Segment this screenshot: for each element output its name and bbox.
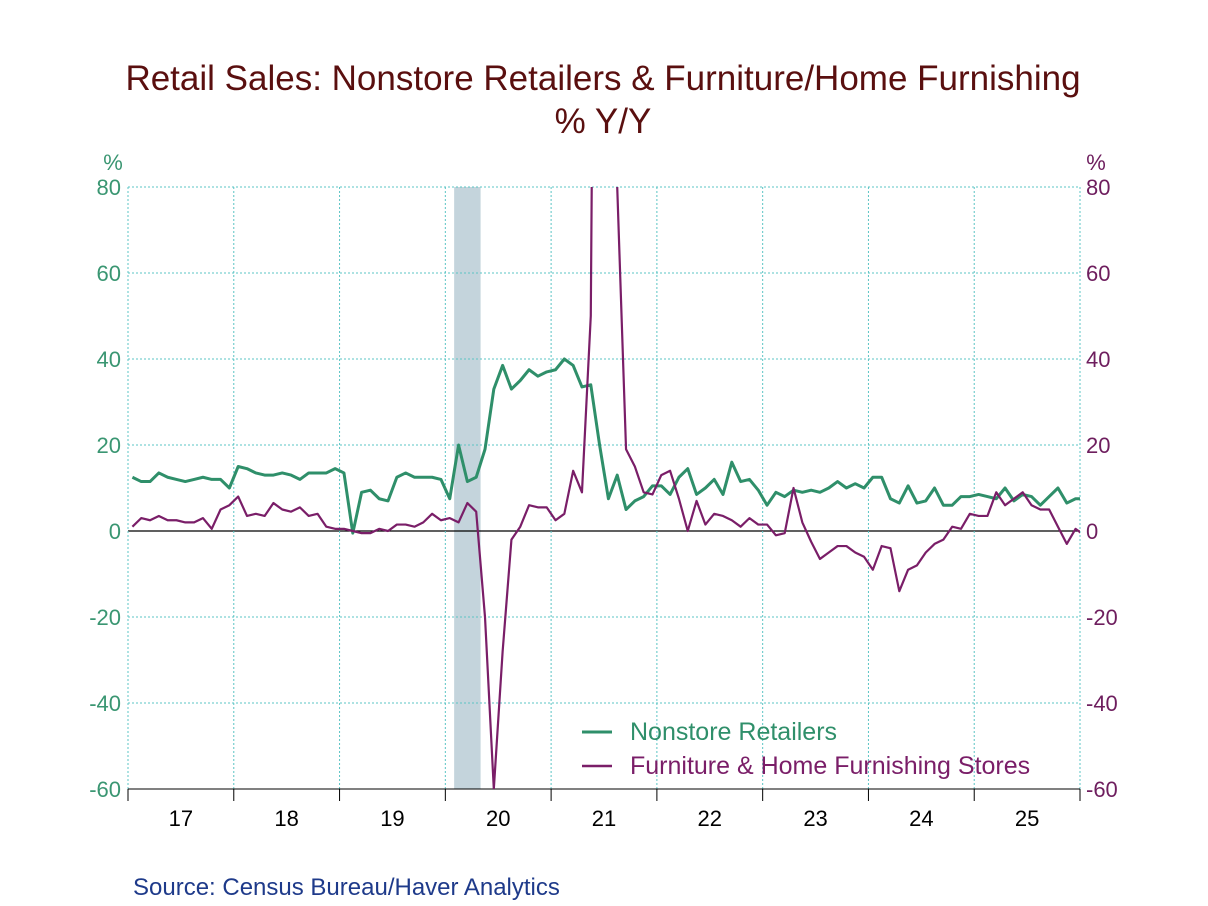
right-tick-label: 0 [1086, 519, 1098, 544]
x-tick-label: 18 [274, 806, 298, 831]
right-tick-label: -40 [1086, 691, 1118, 716]
source-note: Source: Census Bureau/Haver Analytics [133, 874, 560, 901]
x-tick-label: 25 [1015, 806, 1039, 831]
grid-layer [127, 186, 1081, 790]
right-tick-label: 60 [1086, 261, 1110, 286]
recession-band [454, 187, 481, 789]
x-tick-label: 21 [592, 806, 616, 831]
x-tick-label: 22 [698, 806, 722, 831]
x-tick-label: 24 [909, 806, 933, 831]
left-tick-label: -20 [89, 605, 121, 630]
x-tick-label: 19 [380, 806, 404, 831]
left-tick-label: 60 [97, 261, 121, 286]
left-tick-label: 80 [97, 175, 121, 200]
left-tick-label: -40 [89, 691, 121, 716]
left-tick-label: 40 [97, 347, 121, 372]
right-tick-label: -60 [1086, 777, 1118, 802]
x-tick-label: 20 [486, 806, 510, 831]
axis-layer: 80 80 60 60 40 40 20 20 0 0 -20 -20 -40 -40 -60 -60 17 18… [89, 175, 1118, 831]
x-tick-label: 23 [803, 806, 827, 831]
series-line-furniture-home-furnishing [131, 187, 1080, 789]
left-tick-label: 20 [97, 433, 121, 458]
series-line-nonstore-retailers [131, 357, 1080, 535]
legend: Nonstore Retailers Furniture & Home Furni… [582, 718, 1030, 780]
right-tick-label: 40 [1086, 347, 1110, 372]
series-layer [131, 187, 1080, 789]
right-tick-label: -20 [1086, 605, 1118, 630]
recession-shading-layer [454, 187, 481, 789]
left-tick-label: -60 [89, 777, 121, 802]
right-axis-unit: % [1086, 150, 1106, 175]
left-tick-label: 0 [109, 519, 121, 544]
x-tick-label: 17 [169, 806, 193, 831]
right-tick-label: 20 [1086, 433, 1110, 458]
chart-title: Retail Sales: Nonstore Retailers & Furni… [125, 59, 1080, 98]
chart-subtitle: % Y/Y [555, 102, 652, 141]
left-axis-unit: % [103, 150, 123, 175]
right-tick-label: 80 [1086, 175, 1110, 200]
legend-label: Nonstore Retailers [630, 718, 837, 746]
legend-label: Furniture & Home Furnishing Stores [630, 752, 1030, 780]
